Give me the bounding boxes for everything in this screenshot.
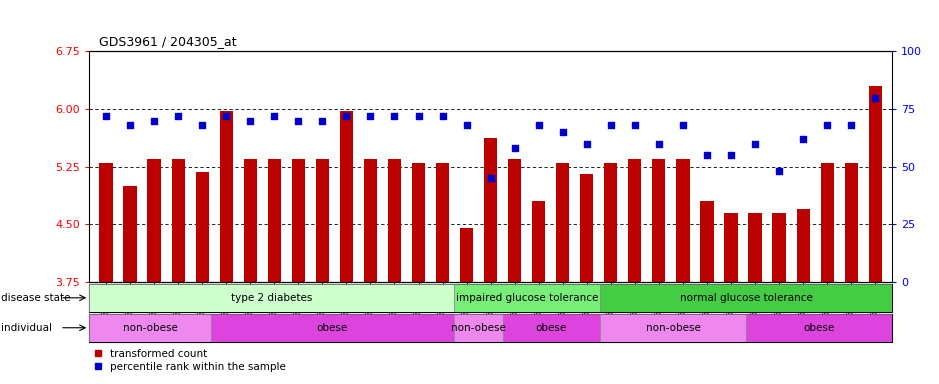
Bar	[454, 314, 502, 342]
Text: type 2 diabetes: type 2 diabetes	[231, 293, 313, 303]
Bar	[454, 284, 600, 312]
Bar	[211, 314, 454, 342]
Bar	[628, 159, 641, 282]
Point	[339, 113, 354, 119]
Point	[459, 122, 474, 128]
Bar	[388, 159, 401, 282]
Bar	[700, 201, 714, 282]
Bar	[195, 172, 208, 282]
Text: obese: obese	[804, 323, 835, 333]
Bar	[340, 111, 353, 282]
Text: obese: obese	[536, 323, 567, 333]
Text: non-obese: non-obese	[123, 323, 177, 333]
Bar	[436, 163, 449, 282]
Point	[507, 145, 522, 151]
Bar	[748, 213, 762, 282]
Bar	[600, 284, 892, 312]
Bar	[580, 174, 593, 282]
Point	[627, 122, 642, 128]
Text: disease state: disease state	[1, 293, 70, 303]
Bar	[796, 209, 809, 282]
Bar	[484, 138, 498, 282]
Point	[435, 113, 450, 119]
Point	[531, 122, 546, 128]
Bar	[316, 159, 329, 282]
Point	[363, 113, 378, 119]
Text: individual: individual	[1, 323, 52, 333]
Text: obese: obese	[316, 323, 348, 333]
Point	[291, 118, 306, 124]
Point	[267, 113, 282, 119]
Point	[219, 113, 234, 119]
Point	[146, 118, 162, 124]
Bar	[100, 163, 113, 282]
Point	[795, 136, 810, 142]
Bar	[653, 159, 666, 282]
Point	[820, 122, 835, 128]
Bar	[460, 228, 473, 282]
Bar	[243, 159, 257, 282]
Point	[123, 122, 138, 128]
Bar	[268, 159, 281, 282]
Bar	[747, 314, 892, 342]
Bar	[123, 186, 137, 282]
Point	[555, 129, 570, 135]
Bar	[502, 314, 600, 342]
Point	[483, 175, 498, 181]
Bar	[676, 159, 689, 282]
Text: GDS3961 / 204305_at: GDS3961 / 204305_at	[99, 35, 237, 48]
Bar	[89, 314, 211, 342]
Bar	[532, 201, 546, 282]
Text: normal glucose tolerance: normal glucose tolerance	[680, 293, 812, 303]
Bar	[773, 213, 786, 282]
Point	[603, 122, 618, 128]
Point	[194, 122, 209, 128]
Text: non-obese: non-obese	[646, 323, 700, 333]
Point	[747, 141, 762, 147]
Bar	[363, 159, 377, 282]
Bar	[604, 163, 618, 282]
Point	[243, 118, 258, 124]
Point	[171, 113, 186, 119]
Point	[843, 122, 858, 128]
Point	[579, 141, 594, 147]
Point	[411, 113, 426, 119]
Text: impaired glucose tolerance: impaired glucose tolerance	[456, 293, 598, 303]
Bar	[508, 159, 521, 282]
Point	[772, 168, 787, 174]
Point	[99, 113, 114, 119]
Bar	[220, 111, 233, 282]
Bar	[869, 86, 882, 282]
Point	[723, 152, 738, 158]
Bar	[147, 159, 161, 282]
Text: non-obese: non-obese	[451, 323, 506, 333]
Bar	[89, 284, 454, 312]
Point	[675, 122, 690, 128]
Bar	[412, 163, 425, 282]
Point	[868, 94, 883, 101]
Bar	[844, 163, 858, 282]
Point	[700, 152, 715, 158]
Legend: transformed count, percentile rank within the sample: transformed count, percentile rank withi…	[95, 349, 285, 372]
Bar	[292, 159, 305, 282]
Point	[315, 118, 330, 124]
Bar	[556, 163, 569, 282]
Bar	[821, 163, 834, 282]
Bar	[724, 213, 738, 282]
Bar	[172, 159, 185, 282]
Point	[652, 141, 667, 147]
Bar	[600, 314, 747, 342]
Point	[387, 113, 402, 119]
